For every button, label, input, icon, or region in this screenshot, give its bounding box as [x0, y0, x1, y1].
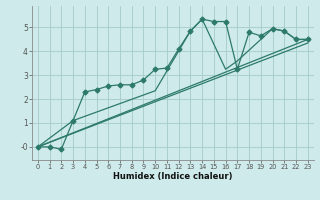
X-axis label: Humidex (Indice chaleur): Humidex (Indice chaleur)	[113, 172, 233, 181]
